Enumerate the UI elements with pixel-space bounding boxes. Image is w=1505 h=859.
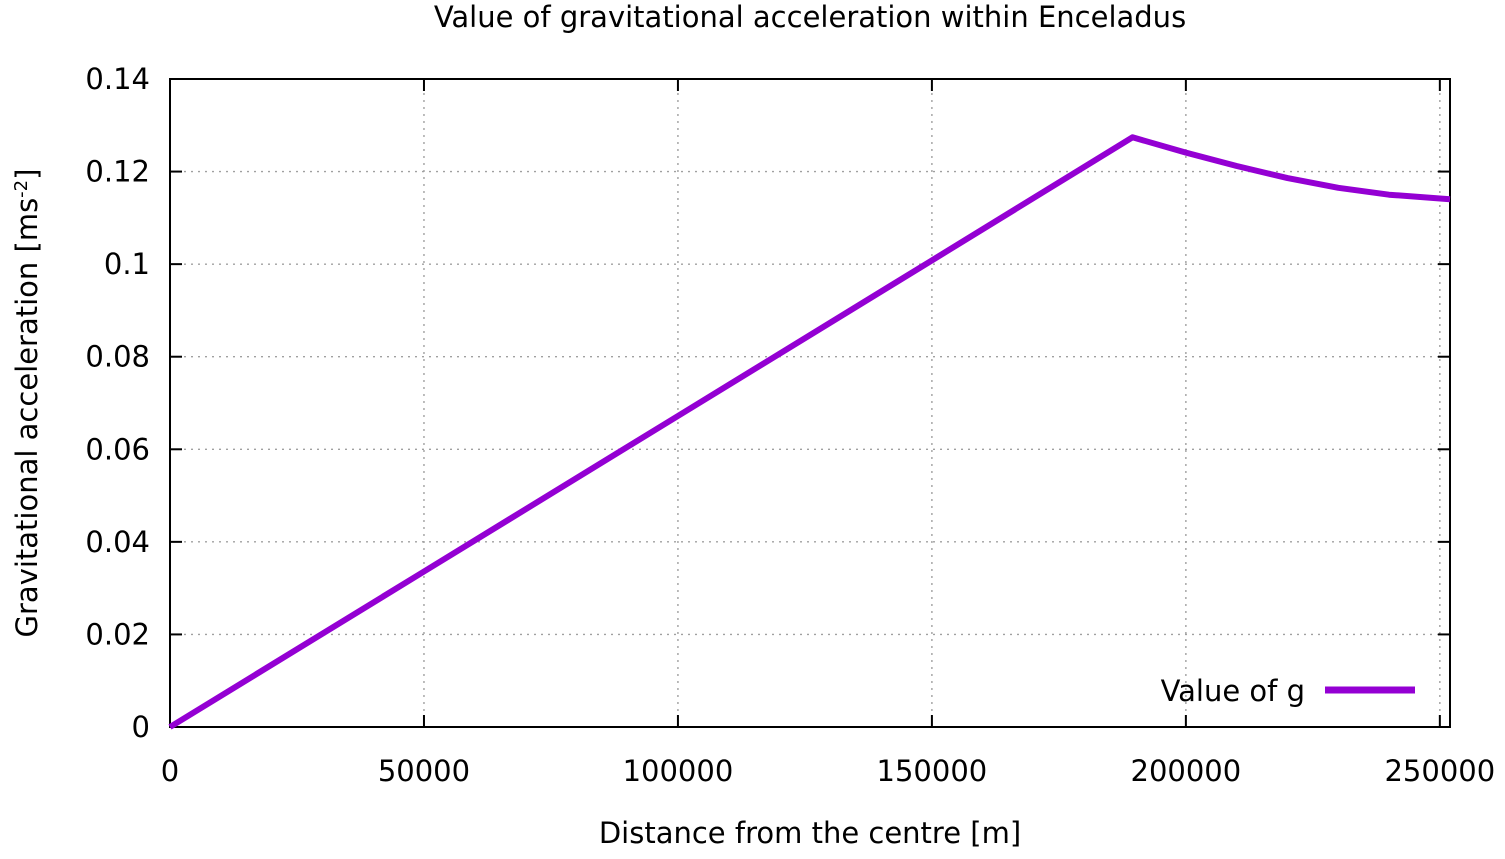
y-tick-label: 0 — [132, 710, 150, 744]
y-axis-title-end: ] — [10, 169, 44, 180]
y-tick-label: 0.06 — [85, 432, 150, 466]
y-axis-title-superscript: -2 — [11, 180, 32, 198]
y-tick-label: 0.08 — [85, 340, 150, 374]
x-tick-label: 200000 — [1131, 754, 1242, 788]
grid-lines — [170, 79, 1450, 727]
x-tick-label: 100000 — [623, 754, 734, 788]
y-axis-title: Gravitational acceleration [ms-2] — [10, 169, 44, 638]
x-tick-label: 50000 — [378, 754, 470, 788]
series-layer — [168, 134, 1451, 730]
legend: Value of g — [1161, 674, 1415, 708]
x-tick-label: 0 — [161, 754, 179, 788]
y-tick-label: 0.14 — [85, 62, 150, 96]
axis-ticks — [169, 78, 1450, 728]
y-tick-label: 0.12 — [85, 155, 150, 189]
y-tick-label: 0.02 — [85, 617, 150, 651]
y-tick-labels: 0 0.02 0.04 0.06 0.08 0.1 0.12 0.14 — [85, 62, 150, 744]
y-tick-label: 0.04 — [85, 525, 150, 559]
x-axis-title: Distance from the centre [m] — [599, 816, 1021, 850]
chart-title: Value of gravitational acceleration with… — [434, 0, 1186, 34]
y-axis-title-main: Gravitational acceleration [ms — [10, 198, 44, 638]
plot-frame — [169, 78, 1451, 728]
y-tick-label: 0.1 — [104, 247, 150, 281]
x-tick-label: 250000 — [1384, 754, 1495, 788]
series-line-value-of-g — [168, 134, 1451, 730]
x-tick-labels: 0 50000 100000 150000 200000 250000 — [161, 754, 1495, 788]
legend-label-value-of-g: Value of g — [1161, 674, 1305, 708]
x-tick-label: 150000 — [877, 754, 988, 788]
